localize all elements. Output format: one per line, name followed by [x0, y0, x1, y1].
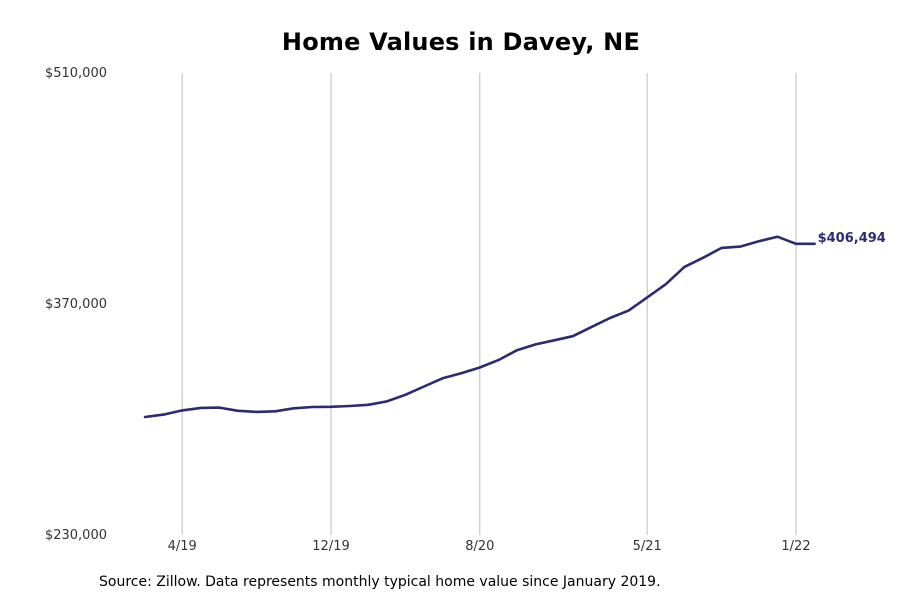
chart-title: Home Values in Davey, NE — [281, 28, 641, 56]
y-tick-label-0: $230,000 — [45, 528, 107, 543]
y-tick-label-2: $510,000 — [45, 66, 107, 81]
source-note: Source: Zillow. Data represents monthly … — [99, 574, 661, 590]
x-tick-label-1: 12/19 — [312, 539, 349, 554]
series-line-0 — [143, 235, 816, 419]
x-tick-label-0: 4/19 — [168, 539, 197, 554]
x-tick-label-3: 5/21 — [633, 539, 662, 554]
x-tick-label-2: 8/20 — [465, 539, 494, 554]
x-tick-label-4: 1/22 — [781, 539, 810, 554]
y-tick-label-1: $370,000 — [45, 297, 107, 312]
end-value-label: $406,494 — [818, 231, 886, 246]
